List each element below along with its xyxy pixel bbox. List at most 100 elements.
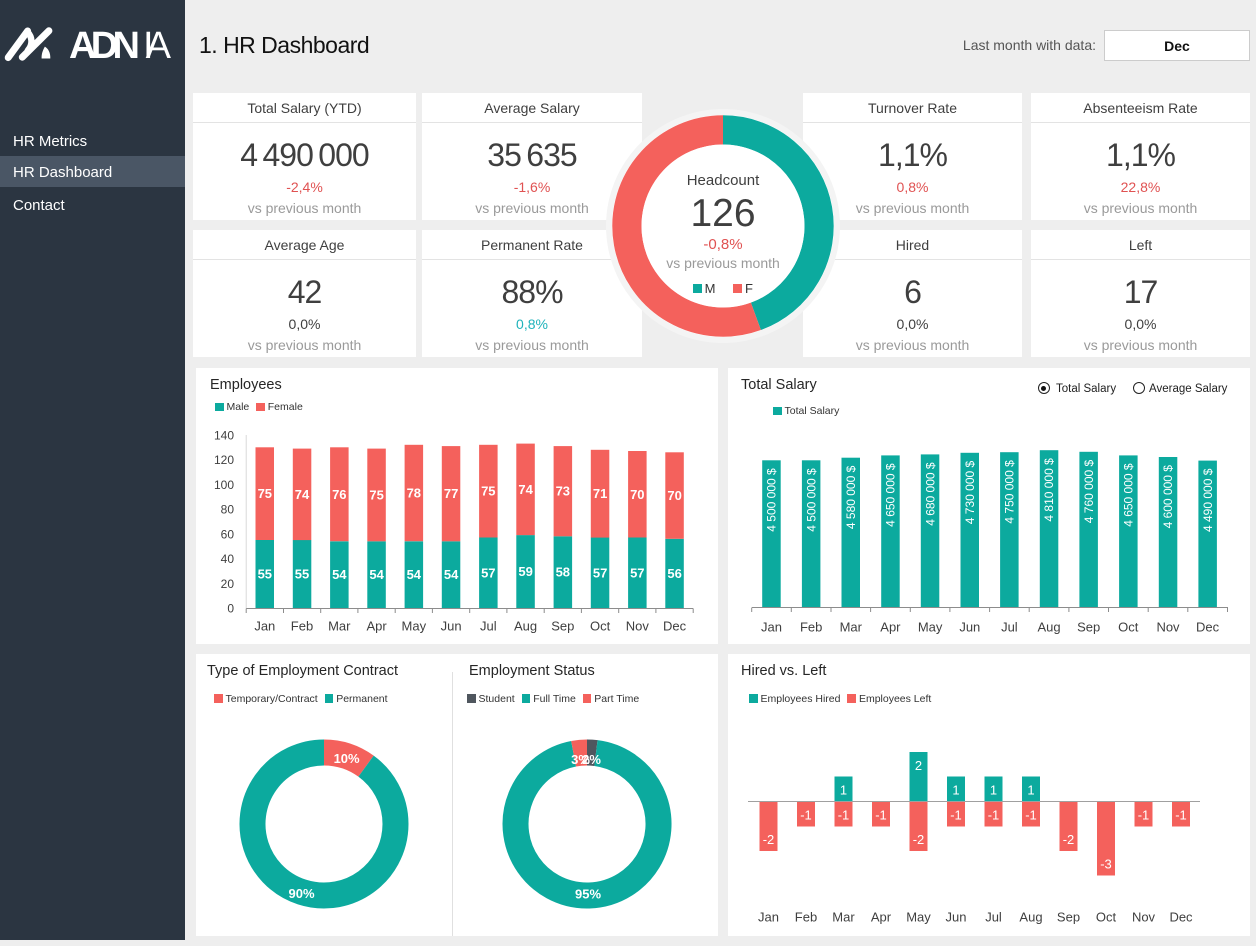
svg-text:Feb: Feb bbox=[795, 910, 817, 925]
svg-text:56: 56 bbox=[667, 566, 681, 581]
svg-text:4 500 000 $: 4 500 000 $ bbox=[765, 468, 779, 532]
svg-text:10%: 10% bbox=[334, 751, 360, 766]
svg-text:120: 120 bbox=[214, 453, 234, 467]
svg-text:100: 100 bbox=[214, 478, 234, 492]
svg-text:4 760 000 $: 4 760 000 $ bbox=[1082, 459, 1096, 523]
svg-text:Apr: Apr bbox=[366, 619, 387, 634]
svg-text:57: 57 bbox=[481, 565, 495, 580]
svg-text:Aug: Aug bbox=[1019, 910, 1042, 925]
svg-text:ADN: ADN bbox=[69, 25, 140, 67]
svg-text:3%: 3% bbox=[571, 752, 590, 767]
svg-text:1: 1 bbox=[990, 783, 997, 798]
svg-text:Jun: Jun bbox=[441, 619, 462, 634]
svg-text:54: 54 bbox=[407, 567, 422, 582]
svg-text:Jul: Jul bbox=[480, 619, 497, 634]
svg-text:Oct: Oct bbox=[1096, 910, 1117, 925]
svg-text:Feb: Feb bbox=[291, 619, 313, 634]
svg-text:4 580 000 $: 4 580 000 $ bbox=[844, 465, 858, 529]
svg-text:Jun: Jun bbox=[946, 910, 967, 925]
svg-text:75: 75 bbox=[369, 487, 383, 502]
svg-text:-1: -1 bbox=[838, 808, 850, 823]
svg-text:Apr: Apr bbox=[880, 620, 901, 635]
svg-text:-2: -2 bbox=[1063, 832, 1075, 847]
svg-text:70: 70 bbox=[667, 488, 681, 503]
svg-text:54: 54 bbox=[332, 567, 347, 582]
svg-text:Mar: Mar bbox=[832, 910, 855, 925]
svg-text:71: 71 bbox=[593, 486, 607, 501]
svg-text:59: 59 bbox=[518, 564, 532, 579]
svg-text:Jun: Jun bbox=[959, 620, 980, 635]
svg-text:57: 57 bbox=[630, 565, 644, 580]
svg-text:Oct: Oct bbox=[1118, 620, 1139, 635]
svg-text:75: 75 bbox=[481, 484, 495, 499]
svg-text:2%: 2% bbox=[582, 752, 601, 767]
svg-text:Jan: Jan bbox=[254, 619, 275, 634]
svg-text:-1: -1 bbox=[988, 808, 1000, 823]
svg-text:IA: IA bbox=[143, 25, 172, 67]
svg-text:-3: -3 bbox=[1100, 857, 1112, 872]
svg-text:73: 73 bbox=[556, 484, 570, 499]
svg-text:74: 74 bbox=[518, 482, 533, 497]
svg-text:70: 70 bbox=[630, 487, 644, 502]
svg-text:Aug: Aug bbox=[1038, 620, 1061, 635]
svg-text:Dec: Dec bbox=[1196, 620, 1220, 635]
svg-text:-1: -1 bbox=[1175, 808, 1187, 823]
svg-text:-1: -1 bbox=[1138, 808, 1150, 823]
svg-text:Sep: Sep bbox=[1077, 620, 1100, 635]
svg-text:55: 55 bbox=[295, 567, 309, 582]
svg-text:4 750 000 $: 4 750 000 $ bbox=[1003, 460, 1017, 524]
svg-text:58: 58 bbox=[556, 565, 570, 580]
svg-text:78: 78 bbox=[407, 486, 421, 501]
svg-text:Apr: Apr bbox=[871, 910, 892, 925]
svg-text:140: 140 bbox=[214, 429, 234, 443]
svg-text:57: 57 bbox=[593, 565, 607, 580]
svg-text:40: 40 bbox=[221, 552, 235, 566]
svg-text:77: 77 bbox=[444, 486, 458, 501]
svg-text:Jul: Jul bbox=[1001, 620, 1018, 635]
svg-text:90%: 90% bbox=[288, 886, 314, 901]
svg-text:2: 2 bbox=[915, 758, 922, 773]
svg-text:Oct: Oct bbox=[590, 619, 611, 634]
svg-text:76: 76 bbox=[332, 487, 346, 502]
svg-text:May: May bbox=[402, 619, 427, 634]
svg-text:Nov: Nov bbox=[1132, 910, 1156, 925]
svg-text:Dec: Dec bbox=[663, 619, 687, 634]
svg-text:54: 54 bbox=[444, 567, 459, 582]
svg-text:Feb: Feb bbox=[800, 620, 822, 635]
svg-text:Dec: Dec bbox=[1169, 910, 1193, 925]
svg-text:1: 1 bbox=[1027, 783, 1034, 798]
svg-text:-1: -1 bbox=[875, 808, 887, 823]
svg-text:60: 60 bbox=[221, 527, 235, 541]
svg-text:Nov: Nov bbox=[1156, 620, 1180, 635]
svg-text:54: 54 bbox=[369, 567, 384, 582]
svg-text:4 730 000 $: 4 730 000 $ bbox=[963, 460, 977, 524]
svg-text:-1: -1 bbox=[800, 808, 812, 823]
svg-text:4 810 000 $: 4 810 000 $ bbox=[1042, 458, 1056, 522]
svg-text:May: May bbox=[918, 620, 943, 635]
svg-text:Mar: Mar bbox=[328, 619, 351, 634]
svg-text:74: 74 bbox=[295, 487, 310, 502]
svg-text:0: 0 bbox=[227, 602, 234, 616]
svg-text:Sep: Sep bbox=[1057, 910, 1080, 925]
svg-text:Jan: Jan bbox=[761, 620, 782, 635]
svg-text:4 650 000 $: 4 650 000 $ bbox=[1122, 463, 1136, 527]
svg-text:4 490 000 $: 4 490 000 $ bbox=[1201, 468, 1215, 532]
svg-text:-2: -2 bbox=[763, 832, 775, 847]
svg-text:80: 80 bbox=[221, 503, 235, 517]
svg-text:-1: -1 bbox=[950, 808, 962, 823]
svg-text:20: 20 bbox=[221, 577, 235, 591]
svg-text:55: 55 bbox=[258, 567, 272, 582]
svg-text:1: 1 bbox=[952, 783, 959, 798]
svg-text:Aug: Aug bbox=[514, 619, 537, 634]
svg-text:75: 75 bbox=[258, 486, 272, 501]
svg-text:4 650 000 $: 4 650 000 $ bbox=[884, 463, 898, 527]
svg-text:Jul: Jul bbox=[985, 910, 1002, 925]
svg-text:4 600 000 $: 4 600 000 $ bbox=[1161, 465, 1175, 529]
svg-text:Nov: Nov bbox=[626, 619, 650, 634]
svg-text:-1: -1 bbox=[1025, 808, 1037, 823]
svg-text:May: May bbox=[906, 910, 931, 925]
svg-text:Jan: Jan bbox=[758, 910, 779, 925]
svg-text:1: 1 bbox=[840, 783, 847, 798]
svg-text:4 500 000 $: 4 500 000 $ bbox=[804, 468, 818, 532]
svg-text:4 680 000 $: 4 680 000 $ bbox=[923, 462, 937, 526]
